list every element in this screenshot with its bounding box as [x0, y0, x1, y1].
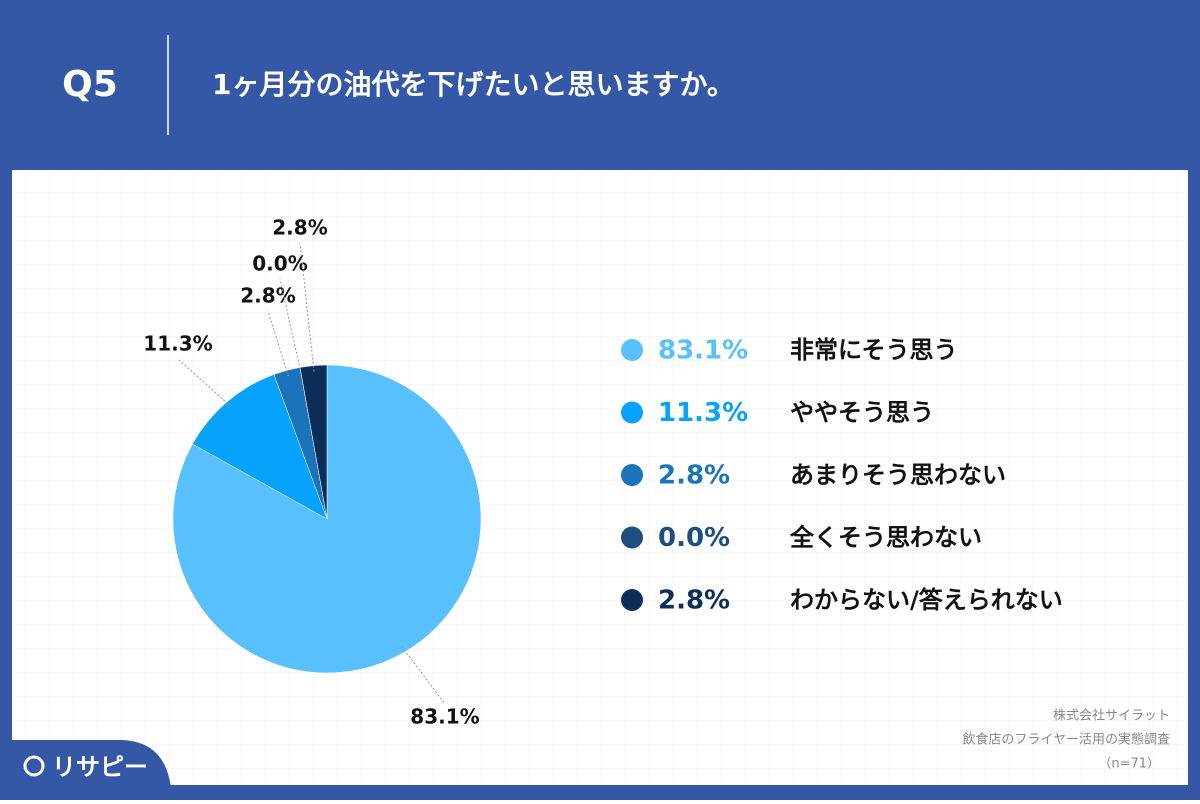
question-number: Q5 [62, 64, 118, 105]
legend-marker [621, 464, 643, 486]
question-title: 1ヶ月分の油代を下げたいと思いますか。 [212, 68, 735, 101]
pie-chart: 83.1% 11.3% 2.8% 0.0% 2.8% 83.1% 非常にそう思う 11.3% や… [143, 216, 1062, 729]
pie-slice [192, 374, 328, 520]
leader-line [299, 242, 315, 372]
source-company: 株式会社サイラット [1053, 708, 1170, 724]
logo-icon [23, 755, 45, 777]
legend-marker [621, 339, 643, 361]
legend-value: 0.0% [658, 523, 730, 553]
legend-label: わからない/答えられない [790, 586, 1063, 614]
legend-label: あまりそう思わない [790, 461, 1006, 489]
data-label: 83.1% [410, 705, 479, 729]
legend-marker [621, 589, 643, 611]
legend-marker [621, 526, 643, 549]
legend-value: 2.8% [658, 461, 730, 491]
leader-line [267, 310, 289, 377]
data-label: 2.8% [272, 216, 327, 240]
leader-line [279, 278, 302, 374]
data-label: 2.8% [240, 284, 295, 308]
logo: リサピー [52, 753, 148, 781]
legend-label: 非常にそう思う [790, 336, 958, 364]
source-sample: （n=71） [1098, 757, 1160, 772]
legend-marker [621, 401, 643, 424]
legend-value: 2.8% [658, 586, 730, 616]
legend-label: 全くそう思わない [789, 524, 982, 552]
data-label: 0.0% [252, 252, 307, 276]
legend-label: ややそう思う [790, 399, 934, 427]
logo-badge [0, 740, 172, 800]
legend-value: 83.1% [658, 336, 748, 366]
data-label: 11.3% [143, 332, 212, 356]
source-survey: 飲食店のフライヤー活用の実態調査 [962, 732, 1170, 748]
legend-value: 11.3% [658, 398, 748, 428]
